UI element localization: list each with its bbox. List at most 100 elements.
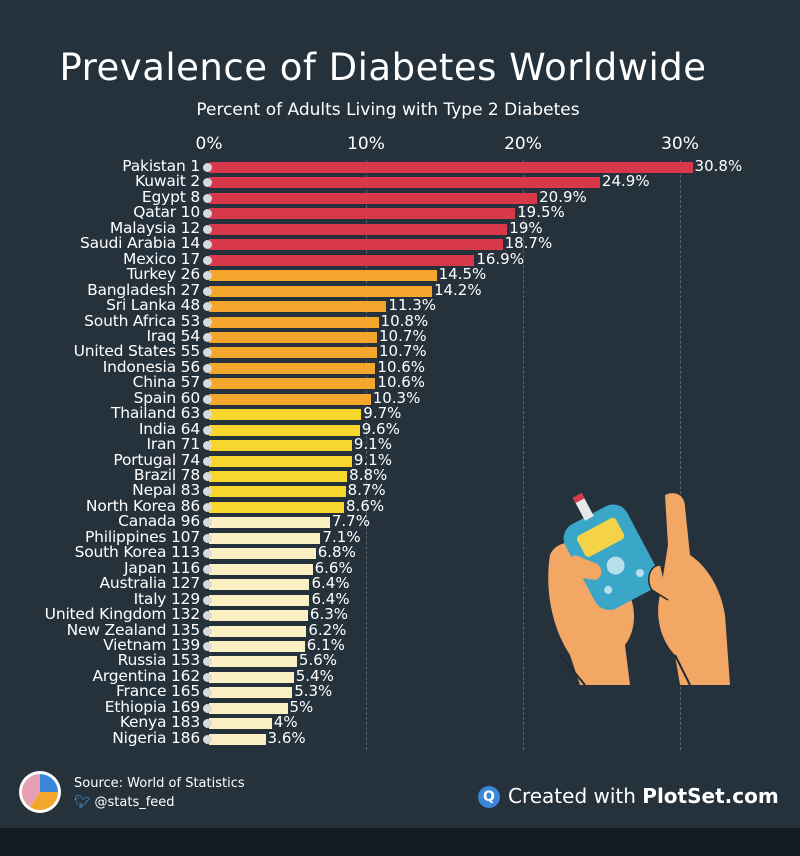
bar [209,718,272,730]
chart-title: Prevalence of Diabetes Worldwide [59,46,707,89]
bar [209,702,288,714]
bar-row: South Korea 113 6.8% [0,543,800,562]
value-label: 8.6% [346,496,385,515]
x-tick-label: 20% [504,134,542,154]
source-text: Source: World of Statistics [74,776,245,791]
bar-row: Portugal 74 9.1% [0,450,800,469]
value-label: 19% [509,218,543,237]
bar [209,316,379,328]
value-label: 7.1% [322,527,361,546]
bar [209,501,345,513]
value-label: 14.2% [433,280,482,299]
value-label: 10.7% [378,342,427,361]
country-flag-icon [203,719,212,729]
bar-row: Pakistan 1 30.8% [0,157,800,175]
bar [209,656,297,668]
bar-row: South Africa 53 10.8% [0,311,800,330]
bar-row: Saudi Arabia 14 18.7% [0,234,800,253]
category-label: Italy 129 [133,589,201,608]
bar-row: Italy 129 6.4% [0,589,800,608]
bar [209,162,693,173]
bar [209,532,321,544]
category-label: Iraq 54 [146,326,200,345]
country-flag-icon [203,626,212,636]
created-with[interactable]: Created with PlotSet.com [508,784,779,808]
bar [209,393,371,405]
country-flag-icon [203,240,212,250]
bar [209,254,475,266]
twitter-handle[interactable]: 🐦︎ @stats_feed [74,795,175,810]
twitter-icon: 🐦︎ [74,795,91,810]
value-label: 5.6% [298,651,338,670]
chart-panel [0,0,800,828]
bottom-strip [0,828,800,856]
country-flag-icon [203,363,212,373]
bar-row: Russia 153 5.6% [0,651,800,670]
x-tick-label: 10% [347,134,385,154]
country-flag-icon [203,163,212,172]
gridline [680,160,681,750]
category-label: North Korea 86 [85,496,200,515]
bar-row: Thailand 63 9.7% [0,405,800,422]
value-label: 5.3% [294,682,333,701]
country-flag-icon [203,533,212,543]
x-tick-label: 30% [661,134,699,154]
country-flag-icon [203,379,212,389]
value-label: 8.7% [347,481,386,500]
category-label: Brazil 78 [133,466,200,484]
category-label: Nepal 83 [132,481,200,500]
value-label: 11.3% [388,296,437,315]
value-label: 10.3% [372,388,421,407]
bar [209,563,313,575]
bar-row: Nepal 83 8.7% [0,481,800,500]
bar [209,733,266,745]
value-label: 5% [289,697,314,716]
bar-row: Vietnam 139 6.1% [0,635,800,654]
gridline [523,160,524,750]
bar [209,517,330,529]
bar [209,270,437,282]
bar-row: Canada 96 7.7% [0,513,800,530]
category-label: India 64 [138,419,200,438]
category-label: Portugal 74 [113,450,200,469]
country-flag-icon [203,580,212,590]
value-label: 6.3% [309,605,349,624]
bar-row: Spain 60 10.3% [0,388,800,407]
value-label: 16.9% [476,249,524,268]
value-label: 10.6% [377,373,426,392]
bar-row: United States 55 10.7% [0,342,800,361]
bar-row: Bangladesh 27 14.2% [0,280,800,299]
category-label: South Korea 113 [74,543,201,562]
category-label: Malaysia 12 [109,218,200,237]
category-label: United States 55 [73,342,201,361]
country-flag-icon [203,456,212,466]
category-label: Kuwait 2 [135,172,200,191]
value-label: 3.6% [267,728,306,747]
bar [209,424,360,436]
value-label: 4% [273,713,298,732]
bar [209,687,293,699]
value-label: 10.8% [380,311,429,330]
plotset-brand: PlotSet.com [642,784,779,808]
category-label: Kenya 183 [119,713,200,732]
country-flag-icon [203,549,212,559]
bar-row: Sri Lanka 48 11.3% [0,296,800,315]
bar [209,192,538,204]
category-label: Qatar 10 [133,203,200,222]
country-flag-icon [203,224,212,234]
country-flag-icon [203,703,212,713]
country-flag-icon [203,317,212,327]
category-label: Bangladesh 27 [87,280,200,299]
x-tick-label: 0% [195,134,223,154]
category-label: Nigeria 186 [112,728,200,747]
bar-row: Egypt 8 20.9% [0,188,800,206]
bar [209,208,516,220]
value-label: 18.7% [504,234,553,253]
category-label: France 165 [115,682,200,701]
value-label: 6.1% [306,635,345,654]
category-label: Turkey 26 [126,265,200,284]
category-label: Pakistan 1 [122,157,200,175]
category-label: United Kingdom 132 [44,605,201,624]
bar [209,440,352,452]
bar-row: Argentina 162 5.4% [0,667,800,685]
